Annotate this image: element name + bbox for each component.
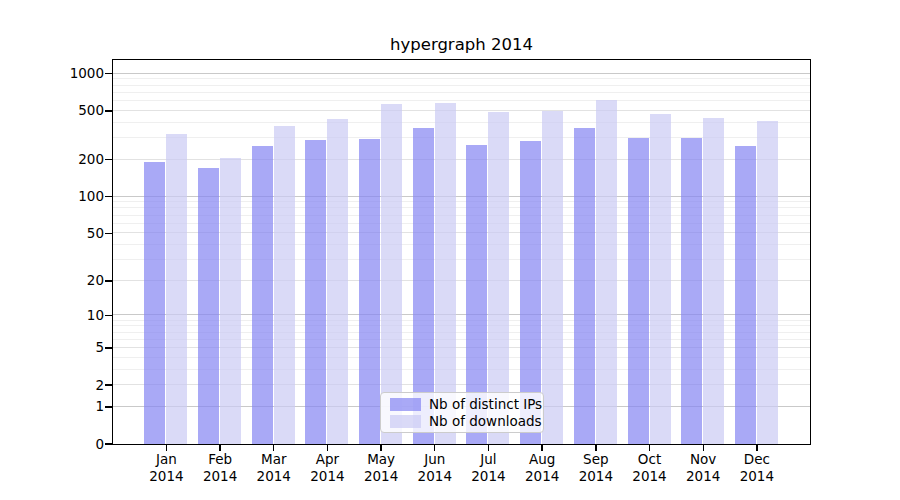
x-tick-mark — [488, 444, 489, 451]
y-tick-mark — [105, 384, 112, 385]
bar-distinct-ips-nov — [681, 138, 702, 443]
legend-row: Nb of downloads — [390, 414, 543, 428]
bar-distinct-ips-sep — [574, 128, 595, 443]
gridline — [113, 110, 810, 111]
y-tick-label: 5 — [4, 339, 104, 356]
y-tick-mark — [105, 73, 112, 74]
gridline — [113, 100, 810, 101]
x-tick-mark — [434, 444, 435, 451]
x-tick-mark — [273, 444, 274, 451]
y-tick-label: 2 — [4, 377, 104, 394]
x-tick-label: Dec2014 — [725, 451, 789, 484]
x-tick-mark — [541, 444, 542, 451]
y-tick-label: 100 — [4, 188, 104, 205]
gridline — [113, 92, 810, 93]
x-tick-mark — [756, 444, 757, 451]
gridline — [113, 78, 810, 79]
chart-title: hypergraph 2014 — [113, 33, 810, 57]
y-tick-label: 10 — [4, 307, 104, 324]
bar-downloads-feb — [220, 158, 241, 444]
y-tick-label: 500 — [4, 102, 104, 119]
bar-distinct-ips-mar — [252, 146, 273, 443]
y-tick-mark — [105, 233, 112, 234]
bar-downloads-dec — [757, 121, 778, 444]
plot-area — [112, 59, 811, 445]
x-tick-mark — [649, 444, 650, 451]
bar-distinct-ips-jan — [144, 162, 165, 443]
y-tick-label: 1000 — [4, 65, 104, 82]
y-tick-mark — [105, 159, 112, 160]
y-tick-mark — [105, 110, 112, 111]
y-tick-label: 0 — [4, 436, 104, 453]
legend-swatch-distinct-ips — [390, 398, 421, 411]
y-tick-label: 20 — [4, 272, 104, 289]
x-tick-mark — [166, 444, 167, 451]
y-tick-mark — [105, 280, 112, 281]
x-tick-mark — [327, 444, 328, 451]
y-tick-mark — [105, 196, 112, 197]
bar-downloads-oct — [650, 114, 671, 444]
bar-distinct-ips-feb — [198, 168, 219, 444]
gridline — [113, 85, 810, 86]
y-tick-mark — [105, 443, 112, 444]
bar-distinct-ips-apr — [305, 140, 326, 443]
legend-swatch-downloads — [390, 415, 421, 428]
bar-distinct-ips-oct — [628, 138, 649, 444]
y-tick-mark — [105, 347, 112, 348]
bar-downloads-nov — [703, 118, 724, 443]
y-tick-label: 1 — [4, 398, 104, 415]
x-tick-mark — [595, 444, 596, 451]
bar-downloads-jan — [166, 134, 187, 443]
bar-downloads-aug — [542, 111, 563, 443]
y-tick-label: 50 — [4, 225, 104, 242]
bar-downloads-sep — [596, 100, 617, 443]
gridline — [113, 73, 810, 74]
x-tick-mark — [703, 444, 704, 451]
y-tick-mark — [105, 315, 112, 316]
bar-distinct-ips-may — [359, 139, 380, 443]
legend: Nb of distinct IPs Nb of downloads — [380, 392, 544, 433]
legend-row: Nb of distinct IPs — [390, 397, 543, 411]
x-tick-mark — [219, 444, 220, 451]
legend-label-downloads: Nb of downloads — [429, 414, 542, 428]
bar-chart-figure: hypergraph 2014 01251020501002005001000J… — [0, 0, 900, 500]
y-tick-label: 200 — [4, 151, 104, 168]
x-tick-mark — [380, 444, 381, 451]
legend-label-distinct-ips: Nb of distinct IPs — [429, 397, 542, 411]
bar-downloads-mar — [274, 126, 295, 444]
bar-distinct-ips-dec — [735, 146, 756, 443]
bar-downloads-apr — [327, 119, 348, 443]
y-tick-mark — [105, 406, 112, 407]
